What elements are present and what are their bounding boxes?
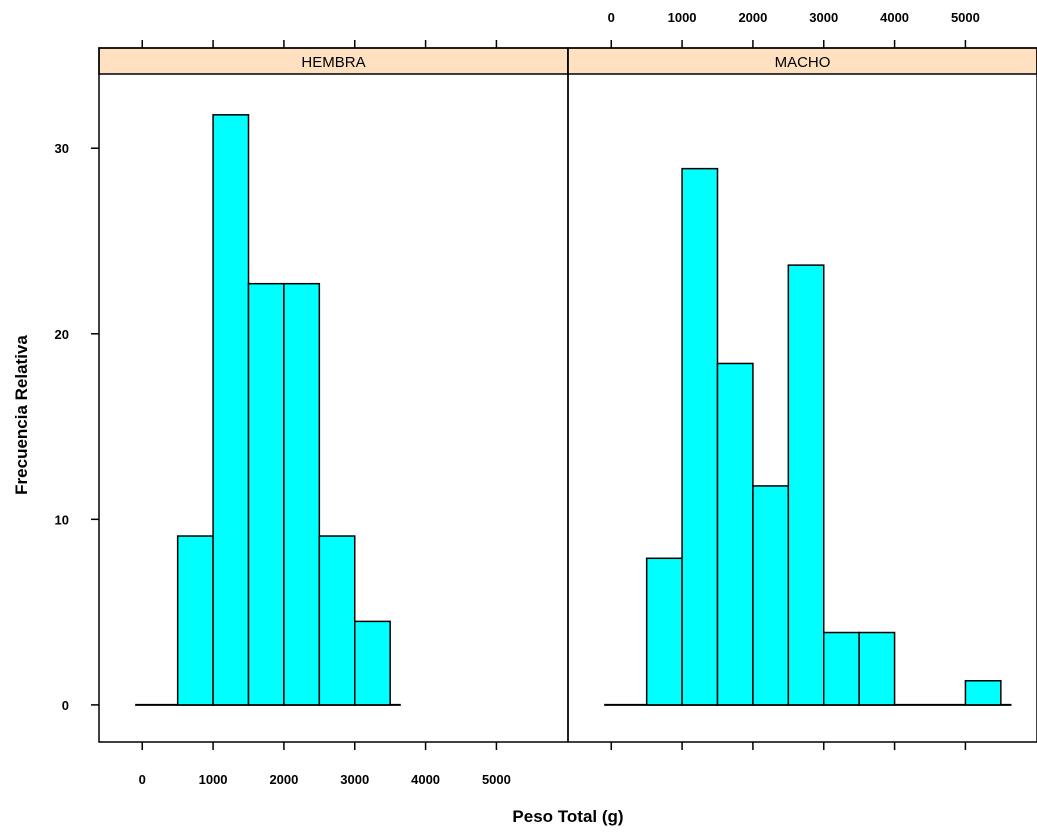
histogram-bar bbox=[645, 557, 683, 706]
histogram-bar bbox=[318, 535, 356, 706]
x-tick-label: 0 bbox=[608, 10, 615, 25]
x-tick-label: 4000 bbox=[411, 772, 440, 787]
strip-label: HEMBRA bbox=[301, 54, 365, 71]
histogram-bar bbox=[787, 264, 825, 706]
histogram-bar bbox=[283, 282, 321, 706]
x-tick-label: 0 bbox=[139, 772, 146, 787]
x-tick-label: 3000 bbox=[809, 10, 838, 25]
histogram-bar bbox=[716, 362, 754, 706]
x-tick-label: 3000 bbox=[340, 772, 369, 787]
x-tick-label: 1000 bbox=[199, 772, 228, 787]
histogram-bar bbox=[176, 535, 214, 706]
panel-macho: MACHO 0 1000 2000 3000 4000 5000 bbox=[567, 10, 1037, 750]
y-tick-label: 20 bbox=[55, 327, 69, 342]
histogram-bar bbox=[212, 114, 250, 706]
panel-border bbox=[567, 47, 1037, 743]
histogram-bar bbox=[752, 485, 790, 706]
y-tick-label: 10 bbox=[55, 512, 69, 527]
histogram-bar bbox=[858, 631, 896, 706]
y-axis-title: Frecuencia Relativa bbox=[12, 335, 31, 495]
strip-label: MACHO bbox=[775, 54, 831, 71]
y-tick-label: 30 bbox=[55, 141, 69, 156]
histogram-bar bbox=[964, 680, 1002, 706]
histogram-bar bbox=[247, 282, 285, 706]
panel-hembra: HEMBRA 0 1000 2000 3000 4000 5000 bbox=[98, 40, 569, 787]
histogram-bar bbox=[681, 167, 719, 706]
histogram-bar bbox=[354, 620, 391, 706]
x-tick-label: 2000 bbox=[269, 772, 298, 787]
x-tick-label: 2000 bbox=[738, 10, 767, 25]
y-tick-label: 0 bbox=[62, 698, 69, 713]
x-tick-label: 5000 bbox=[951, 10, 980, 25]
x-tick-label: 1000 bbox=[668, 10, 697, 25]
x-tick-label: 4000 bbox=[880, 10, 909, 25]
histogram-bar bbox=[823, 631, 860, 706]
x-tick-label: 5000 bbox=[482, 772, 511, 787]
x-axis-title: Peso Total (g) bbox=[512, 807, 623, 826]
